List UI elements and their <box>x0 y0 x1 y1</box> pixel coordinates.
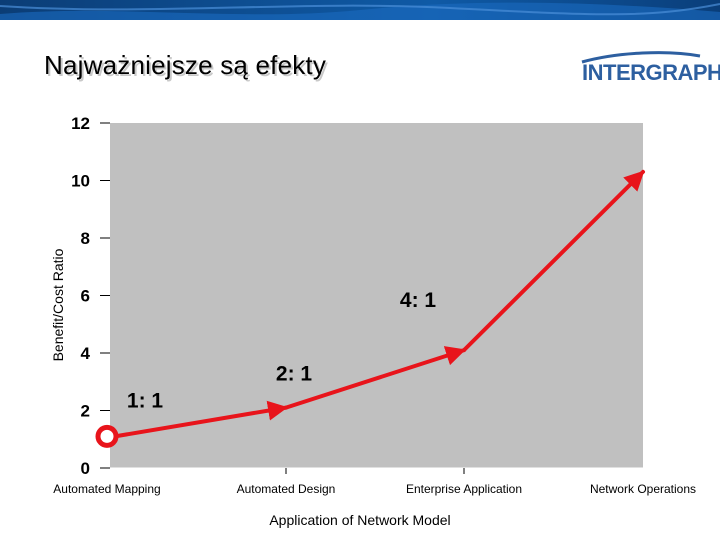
logo-swoosh <box>581 51 701 64</box>
series-0-segment-2 <box>462 169 645 353</box>
intergraph-logo: INTERGRAPH <box>578 50 720 85</box>
ratio-label-0: 1: 1 <box>127 389 164 412</box>
series-0-segment-0 <box>113 400 288 439</box>
ratio-label-1: 2: 1 <box>276 363 313 386</box>
logo-text: INTERGRAPH <box>582 60 720 85</box>
ratio-label-2: 4: 1 <box>400 289 437 312</box>
x-category-label-2: Enterprise Application <box>406 482 522 496</box>
x-axis-title: Application of Network Model <box>269 512 450 528</box>
y-tick-label-3: 6 <box>81 287 90 306</box>
series-0-start-marker <box>95 424 119 448</box>
y-axis-title: Benefit/Cost Ratio <box>50 248 66 361</box>
y-tick-label-0: 0 <box>81 459 90 478</box>
page-title: Najważniejsze są efekty <box>44 50 327 80</box>
ratio-annotations: 1: 1 2: 1 4: 1 <box>127 289 437 412</box>
y-axis: 0 2 4 6 8 10 12 <box>71 114 110 478</box>
y-tick-label-6: 12 <box>71 114 90 133</box>
x-category-label-3: Network Operations <box>590 482 696 496</box>
x-category-label-0: Automated Mapping <box>53 482 160 496</box>
y-tick-label-2: 4 <box>81 344 91 363</box>
top-banner-waves <box>0 2 720 20</box>
y-tick-label-5: 10 <box>71 172 90 191</box>
plot-area <box>110 123 643 468</box>
top-banner <box>0 0 720 20</box>
series-0-segment-1 <box>284 346 466 410</box>
y-tick-label-1: 2 <box>81 402 90 421</box>
y-tick-label-4: 8 <box>81 229 90 248</box>
x-category-label-1: Automated Design <box>237 482 336 496</box>
data-series <box>95 169 645 448</box>
x-axis: Automated Mapping Automated Design Enterpr… <box>53 467 696 496</box>
